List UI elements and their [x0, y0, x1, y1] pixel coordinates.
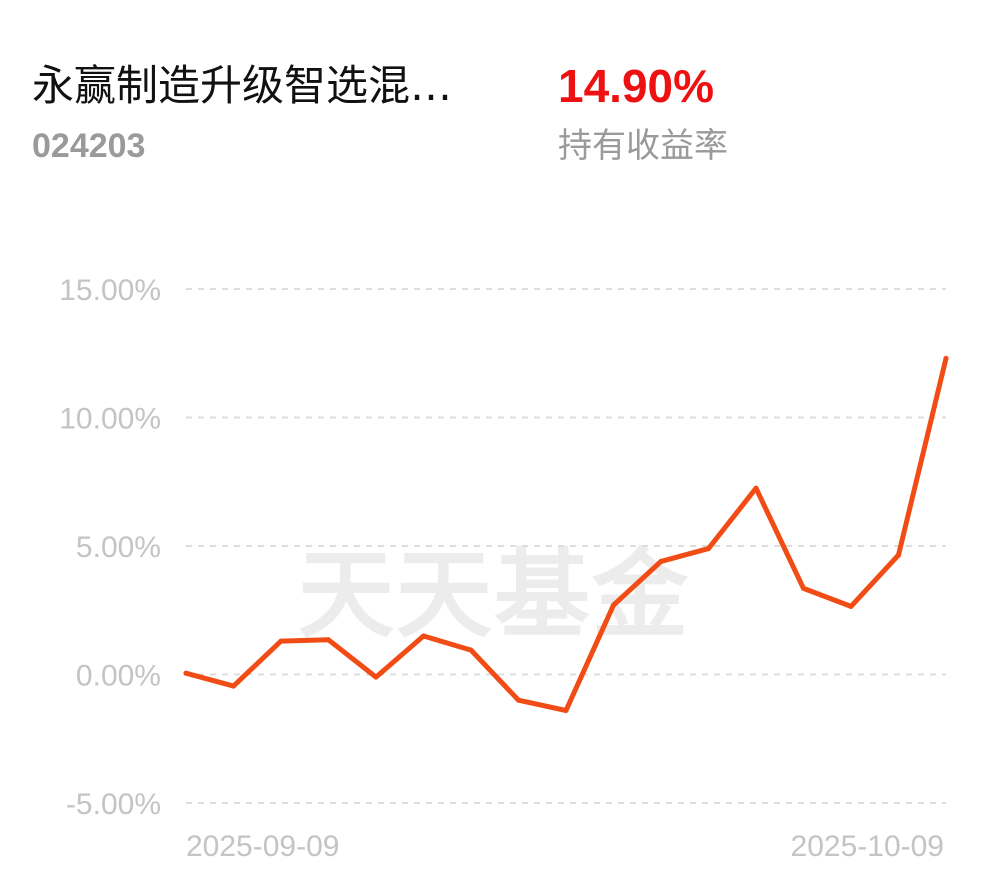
fund-header: 永赢制造升级智选混… 024203: [32, 58, 532, 168]
data-point: [848, 603, 854, 609]
data-point: [373, 674, 379, 680]
y-axis-ticks: 15.00% 10.00% 5.00% 0.00% -5.00%: [59, 274, 161, 821]
data-point: [801, 585, 806, 591]
series-group: [183, 355, 949, 713]
x-axis-ticks: 2025-09-09 2025-10-09: [186, 830, 944, 863]
data-point: [753, 485, 759, 491]
data-point: [563, 708, 569, 713]
data-point: [278, 638, 284, 644]
data-point: [231, 683, 236, 689]
data-point: [658, 558, 664, 564]
data-point: [421, 633, 426, 639]
fund-name[interactable]: 永赢制造升级智选混…: [32, 61, 453, 110]
data-point: [468, 647, 474, 653]
return-block: 14.90% 持有收益率: [558, 58, 728, 168]
fund-code: 024203: [32, 127, 146, 165]
data-point: [516, 697, 521, 703]
x-tick-label: 2025-10-09: [791, 830, 944, 863]
y-tick-label: 0.00%: [76, 660, 161, 693]
holding-return-value: 14.90%: [558, 60, 715, 112]
data-point: [896, 552, 901, 558]
y-tick-label: -5.00%: [66, 788, 161, 821]
data-point: [706, 546, 711, 552]
holding-return-label: 持有收益率: [558, 126, 728, 166]
data-point: [943, 355, 949, 361]
x-tick-label: 2025-09-09: [186, 830, 339, 863]
y-tick-label: 10.00%: [59, 403, 161, 436]
data-point: [183, 670, 189, 676]
y-tick-label: 5.00%: [76, 531, 161, 564]
data-point: [326, 637, 331, 643]
data-point: [611, 602, 616, 608]
watermark: 天天基金: [298, 538, 690, 651]
return-series-line: [183, 355, 949, 713]
y-tick-label: 15.00%: [59, 274, 161, 307]
